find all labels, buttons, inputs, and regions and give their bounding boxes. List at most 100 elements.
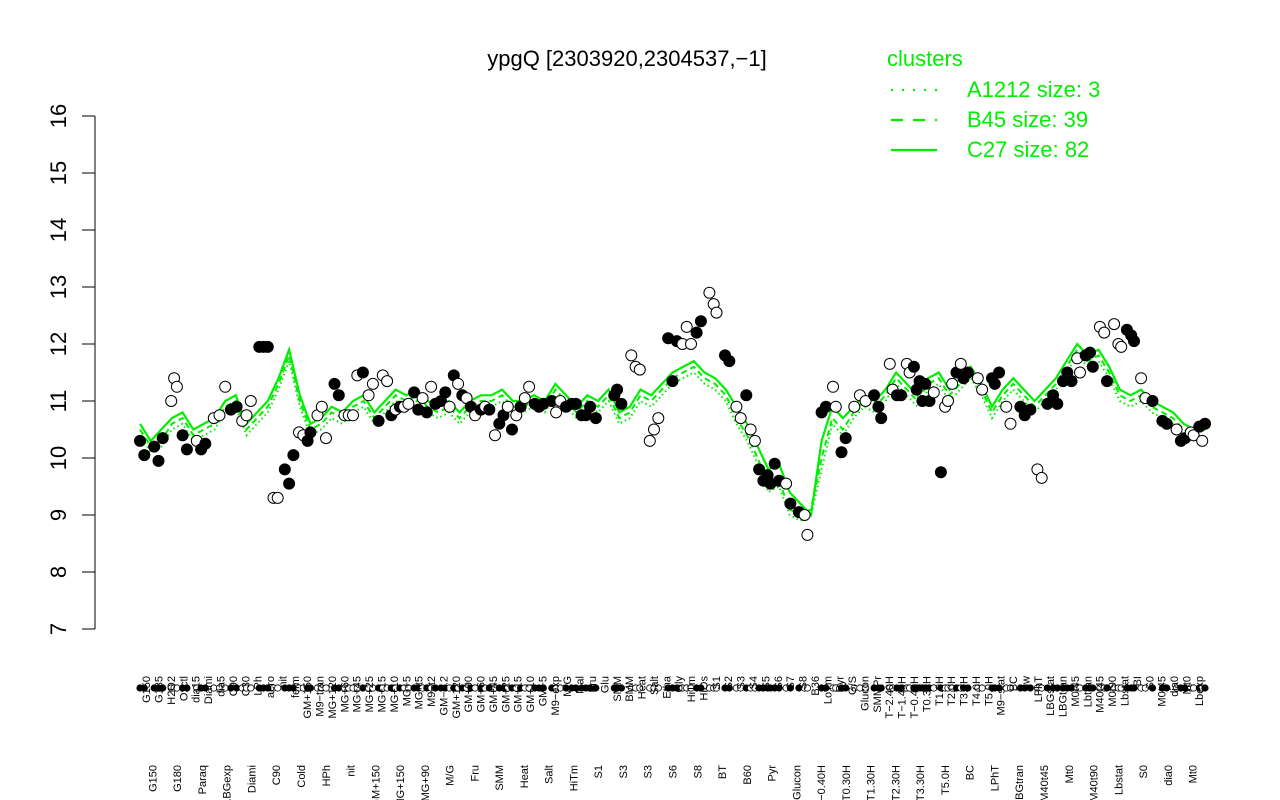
data-point [868,389,881,402]
x-tick-label: Oxctl [178,676,190,701]
data-point [988,377,1001,390]
x-tick-label: MG+150 [395,765,407,800]
data-point [1196,434,1209,447]
data-point [1035,471,1048,484]
data-point [1074,366,1086,379]
data-point [320,432,332,445]
data-point [506,423,518,436]
rug-mark [995,684,1003,692]
data-point [648,423,660,436]
x-tick-label: T1.30H [866,765,878,800]
x-tick-label: C90 [228,676,240,696]
x-tick-label: dia5 [216,676,228,697]
data-point [685,338,697,350]
data-point [152,454,165,467]
rug-mark [274,684,282,692]
x-tick-label: T−0.40H [816,765,828,800]
data-point [1098,326,1111,339]
x-tick-label: GM+5 [538,676,550,706]
data-point [971,372,984,385]
rug-mark [803,684,812,692]
data-point [1101,375,1113,388]
x-tick-label: S8 [692,765,704,778]
x-tick-label: M40t45 [1039,765,1051,800]
x-tick-label: SMM [494,765,506,791]
x-tick-label: LBGexp [222,765,234,800]
y-tick-label: 12 [46,332,71,356]
data-point [993,366,1006,379]
data-point [1170,423,1183,436]
rug-mark [159,684,167,692]
data-point [315,400,328,413]
x-tick-label: M40t45 [1095,676,1107,713]
x-tick-label: Diami [247,765,259,793]
x-tick-label: ferm [290,676,302,698]
data-point [518,392,531,405]
data-point [1004,417,1017,430]
x-tick-label: GM+60 [476,676,488,712]
y-tick-label: 16 [46,104,71,128]
x-tick-label: C90 [271,765,283,785]
y-tick-label: 9 [46,509,71,521]
x-tick-label: M9−t2 [426,676,438,707]
data-point [287,449,300,462]
data-point [439,386,452,399]
x-tick-label: Lbtran [1082,676,1094,707]
data-point [919,377,932,390]
x-tick-label: Pyr [835,676,847,693]
data-point [827,380,839,393]
x-tick-label: T3.30H [915,765,927,800]
y-axis-ticks: 7 8 9 10 11 12 13 14 15 16 [46,104,95,635]
x-tick-label: T0.30H [921,676,933,712]
data-point [356,366,369,379]
data-point [734,412,747,425]
data-point [748,434,761,447]
data-point [271,491,284,504]
x-tick-label: HiOs [699,676,711,701]
data-point [170,380,183,393]
data-point [569,397,582,410]
x-tick-label: S4 [748,676,760,689]
data-point [961,366,974,379]
x-tick-label: M40t90 [1089,765,1101,800]
legend-label: A1212 size: 3 [967,77,1100,102]
data-point [176,429,189,442]
data-point [523,380,536,393]
rug-mark [322,684,330,692]
rug-mark [1148,684,1157,692]
x-tick-label: LPhT [990,765,1002,792]
x-tick-label: Gly [674,676,686,693]
x-tick-label: Cold [296,765,308,788]
data-point [723,355,736,368]
data-point [420,406,433,419]
data-point [408,386,421,399]
x-tick-label: HPh [321,765,333,786]
data-point [1146,395,1159,407]
legend-label: C27 size: 82 [967,137,1089,162]
x-tick-label: T5.0H [940,765,952,795]
x-tick-label: LBGtran [1014,765,1026,800]
x-tick-label: MG+45 [352,676,364,712]
x-tick-label: Etha [661,675,673,699]
x-tick-label: GM+150 [302,676,314,719]
data-point [652,412,665,425]
data-point [148,440,161,453]
rug-mark [201,684,209,692]
x-tick-label: Glucon [791,765,803,800]
rug-mark [697,684,705,692]
legend-title: clusters [887,46,963,71]
rug-mark [1130,684,1138,692]
data-point [156,432,169,445]
y-tick-label: 7 [46,623,71,635]
rug-mark [592,684,600,692]
x-tick-label: BMM [624,676,636,702]
x-tick-label: nit [277,676,289,688]
rug-mark [786,684,795,692]
rug-mark [1201,684,1209,692]
x-tick-label: Fru [587,676,599,693]
x-tick-label: Heat [519,765,531,788]
data-point [710,306,723,319]
rug-mark [1141,684,1150,692]
x-tick-label: BT [717,765,729,779]
